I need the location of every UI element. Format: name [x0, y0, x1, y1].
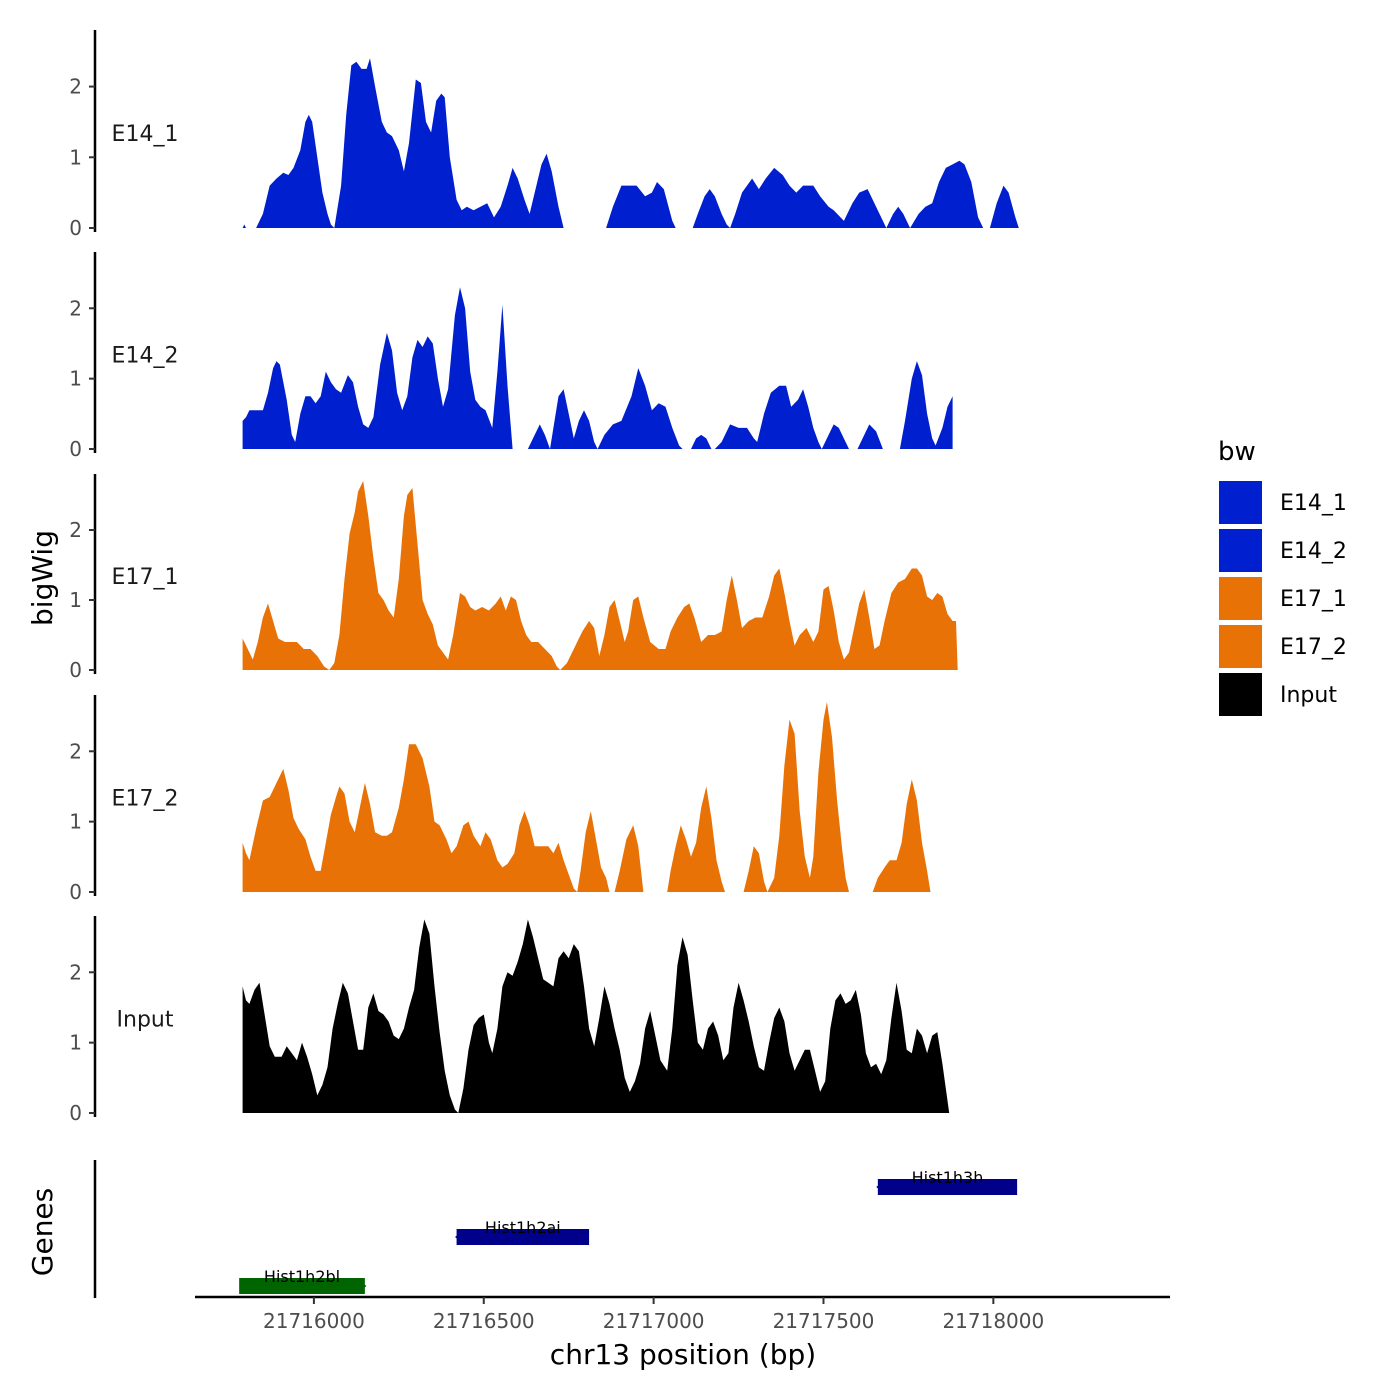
legend-swatch	[1217, 623, 1264, 670]
track-label: E14_2	[112, 344, 179, 369]
y-tick-label: 2	[69, 960, 82, 984]
strand-arrow	[455, 1231, 464, 1243]
gene-label: Hist1h2ai	[485, 1218, 561, 1237]
x-tick-label: 21718000	[942, 1309, 1044, 1333]
gene-body	[239, 1278, 365, 1294]
x-tick-label: 21717500	[773, 1309, 875, 1333]
legend-label: Input	[1280, 683, 1337, 708]
legend-swatch	[1217, 575, 1264, 622]
track-e14-1: 0 1 2 E14_1	[69, 30, 1019, 240]
y-tick-label: 0	[69, 658, 82, 682]
strand-arrow	[358, 1280, 367, 1292]
track-area	[242, 58, 1019, 228]
gene-hist1h2ai: Hist1h2ai	[455, 1218, 590, 1245]
gene-label: Hist1h2bl	[264, 1267, 340, 1286]
y-tick-label: 0	[69, 437, 82, 461]
gene-hist1h2bl: Hist1h2bl	[239, 1267, 367, 1294]
x-axis: 21716000 21716500 21717000 21717500 21718000	[195, 1295, 1170, 1333]
gene-body	[877, 1179, 1018, 1195]
track-label: E14_1	[112, 122, 179, 147]
track-label: E17_1	[112, 565, 179, 590]
gene-label: Hist1h3h	[912, 1168, 984, 1187]
legend-label: E14_2	[1280, 539, 1347, 564]
bigwig-tracks: 0 1 2 E14_1 0 1 2 E14_2 0 1 2 E17_1 0 1 2 E17_2 0 1 2 Input	[69, 30, 1019, 1125]
strand-arrow	[876, 1181, 885, 1193]
y-tick-label: 2	[69, 296, 82, 320]
y-tick-label: 1	[69, 1031, 82, 1055]
y-tick-label: 2	[69, 75, 82, 99]
gene-track-title: Genes	[26, 1188, 59, 1276]
y-tick-label: 1	[69, 367, 82, 391]
legend-item-e14-1: E14_1	[1217, 479, 1347, 526]
legend-swatch	[1217, 479, 1264, 526]
legend-label: E17_2	[1280, 635, 1347, 660]
gene-track: Hist1h2bl Hist1h2ai Hist1h3h	[93, 1160, 1018, 1298]
track-area	[242, 702, 931, 892]
x-tick-label: 21716000	[263, 1309, 365, 1333]
legend-title: bw	[1218, 437, 1256, 467]
gene-body	[456, 1229, 590, 1245]
legend-swatch	[1217, 527, 1264, 574]
y-tick-label: 2	[69, 518, 82, 542]
legend: bw E14_1 E14_2 E17_1 E17_2 Input	[1217, 437, 1347, 718]
y-tick-label: 1	[69, 145, 82, 169]
track-area	[242, 919, 950, 1113]
legend-swatch	[1217, 671, 1264, 718]
legend-item-e17-1: E17_1	[1217, 575, 1347, 622]
x-tick-label: 21717000	[603, 1309, 705, 1333]
x-axis-title: chr13 position (bp)	[550, 1338, 816, 1371]
y-tick-label: 0	[69, 1101, 82, 1125]
y-axis-title: bigWig	[26, 530, 59, 626]
gene-hist1h3h: Hist1h3h	[876, 1168, 1018, 1195]
y-tick-label: 1	[69, 588, 82, 612]
y-tick-label: 0	[69, 880, 82, 904]
y-tick-label: 2	[69, 739, 82, 763]
track-area	[242, 287, 953, 449]
legend-item-e17-2: E17_2	[1217, 623, 1347, 670]
track-area	[242, 481, 958, 670]
legend-label: E17_1	[1280, 587, 1347, 612]
x-tick-label: 21716500	[433, 1309, 535, 1333]
track-e14-2: 0 1 2 E14_2	[69, 252, 953, 461]
y-tick-label: 1	[69, 810, 82, 834]
y-tick-label: 0	[69, 216, 82, 240]
legend-label: E14_1	[1280, 491, 1347, 516]
legend-item-e14-2: E14_2	[1217, 527, 1347, 574]
track-input: 0 1 2 Input	[69, 916, 950, 1125]
legend-item-input: Input	[1217, 671, 1337, 718]
track-label: E17_2	[112, 787, 179, 812]
track-label: Input	[117, 1008, 174, 1033]
track-e17-1: 0 1 2 E17_1	[69, 474, 958, 682]
track-e17-2: 0 1 2 E17_2	[69, 695, 931, 904]
